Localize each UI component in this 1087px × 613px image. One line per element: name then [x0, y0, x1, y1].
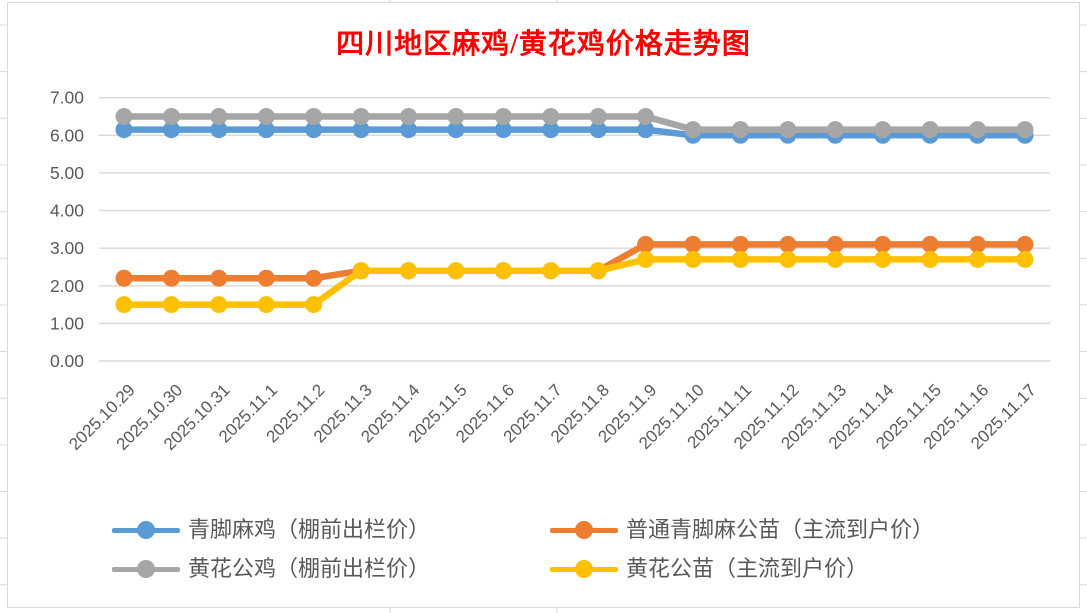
series-1-point-12: [684, 235, 702, 253]
series-2-point-8: [494, 107, 512, 125]
series-3-point-11: [637, 250, 655, 268]
series-3-point-2: [210, 296, 228, 314]
legend-item-putong-qingjiaoma-gongmiao[interactable]: 普通青脚麻公苗（主流到户价）: [550, 517, 934, 543]
series-0-point-2: [210, 121, 228, 139]
series-2-point-5: [352, 107, 370, 125]
series-3-point-1: [162, 296, 180, 314]
series-3-point-10: [589, 262, 607, 280]
series-0-point-4: [305, 121, 323, 139]
series-3-point-17: [921, 250, 939, 268]
series-2-point-17: [921, 121, 939, 139]
series-2-point-10: [589, 107, 607, 125]
series-2-point-7: [447, 107, 465, 125]
series-3-point-18: [969, 250, 987, 268]
chart-title: 四川地区麻鸡/黄花鸡价格走势图: [336, 29, 751, 60]
series-3-point-19: [1016, 250, 1034, 268]
legend-item-huanghua-gongji[interactable]: 黄花公鸡（棚前出栏价）: [112, 556, 430, 582]
svg-text:6.00: 6.00: [50, 125, 84, 145]
series-2-point-4: [305, 107, 323, 125]
series-1-point-17: [921, 235, 939, 253]
series-3-point-5: [352, 262, 370, 280]
legend-item-qingjiao-maji[interactable]: 青脚麻鸡（棚前出栏价）: [112, 517, 430, 543]
series-2-point-18: [969, 121, 987, 139]
series-2-point-3: [257, 107, 275, 125]
legend-label: 青脚麻鸡（棚前出栏价）: [188, 517, 431, 542]
svg-text:0.00: 0.00: [50, 351, 84, 371]
series-1-point-2: [210, 269, 228, 287]
svg-text:4.00: 4.00: [50, 201, 84, 221]
series-2-point-2: [210, 107, 228, 125]
series-1-point-11: [637, 235, 655, 253]
series-0-point-3: [257, 121, 275, 139]
series-3-point-6: [400, 262, 418, 280]
series-3-point-13: [731, 250, 749, 268]
legend-item-huanghua-gongmiao[interactable]: 黄花公苗（主流到户价）: [550, 556, 868, 582]
series-2-point-0: [115, 107, 133, 125]
svg-text:3.00: 3.00: [50, 238, 84, 258]
series-0-point-8: [494, 121, 512, 139]
series-0-point-1: [162, 121, 180, 139]
svg-text:7.00: 7.00: [50, 88, 84, 108]
series-3-point-12: [684, 250, 702, 268]
series-3-point-15: [826, 250, 844, 268]
series-0-point-0: [115, 121, 133, 139]
series-2-point-13: [731, 121, 749, 139]
svg-text:1.00: 1.00: [50, 313, 84, 333]
line-marker-icon: [112, 559, 180, 579]
series-1-point-15: [826, 235, 844, 253]
series-0-point-7: [447, 121, 465, 139]
series-3-point-4: [305, 296, 323, 314]
series-0-point-10: [589, 121, 607, 139]
y-axis-labels: 7.00 6.00 5.00 4.00 3.00 2.00 1.00 0.00: [50, 88, 84, 371]
series-2-point-6: [400, 107, 418, 125]
series-1-point-13: [731, 235, 749, 253]
svg-text:2.00: 2.00: [50, 276, 84, 296]
series-2-point-11: [637, 107, 655, 125]
series-2-point-1: [162, 107, 180, 125]
series-3-point-16: [874, 250, 892, 268]
line-marker-icon: [550, 520, 618, 540]
series-3-point-7: [447, 262, 465, 280]
series-3-point-8: [494, 262, 512, 280]
series-1-point-1: [162, 269, 180, 287]
series-1-point-18: [969, 235, 987, 253]
line-marker-icon: [550, 559, 618, 579]
series-1-point-3: [257, 269, 275, 287]
series-2: [115, 107, 1034, 139]
series-3-point-14: [779, 250, 797, 268]
series-3: [115, 250, 1034, 314]
series-1-point-14: [779, 235, 797, 253]
series-3-point-0: [115, 296, 133, 314]
svg-text:5.00: 5.00: [50, 163, 84, 183]
series-3-point-9: [542, 262, 560, 280]
series-2-point-12: [684, 121, 702, 139]
legend-label: 黄花公苗（主流到户价）: [626, 556, 869, 581]
series-0-point-5: [352, 121, 370, 139]
series-1-point-0: [115, 269, 133, 287]
line-marker-icon: [112, 520, 180, 540]
series-1-point-4: [305, 269, 323, 287]
legend-label: 普通青脚麻公苗（主流到户价）: [626, 517, 935, 542]
legend-label: 黄花公鸡（棚前出栏价）: [188, 556, 431, 581]
series-0-point-6: [400, 121, 418, 139]
series-1-point-16: [874, 235, 892, 253]
series-3-point-3: [257, 296, 275, 314]
series-2-point-9: [542, 107, 560, 125]
series-0-point-9: [542, 121, 560, 139]
series-2-point-16: [874, 121, 892, 139]
series-2-point-19: [1016, 121, 1034, 139]
series-1-point-19: [1016, 235, 1034, 253]
series-2-point-14: [779, 121, 797, 139]
series-2-point-15: [826, 121, 844, 139]
series-0-point-11: [637, 121, 655, 139]
